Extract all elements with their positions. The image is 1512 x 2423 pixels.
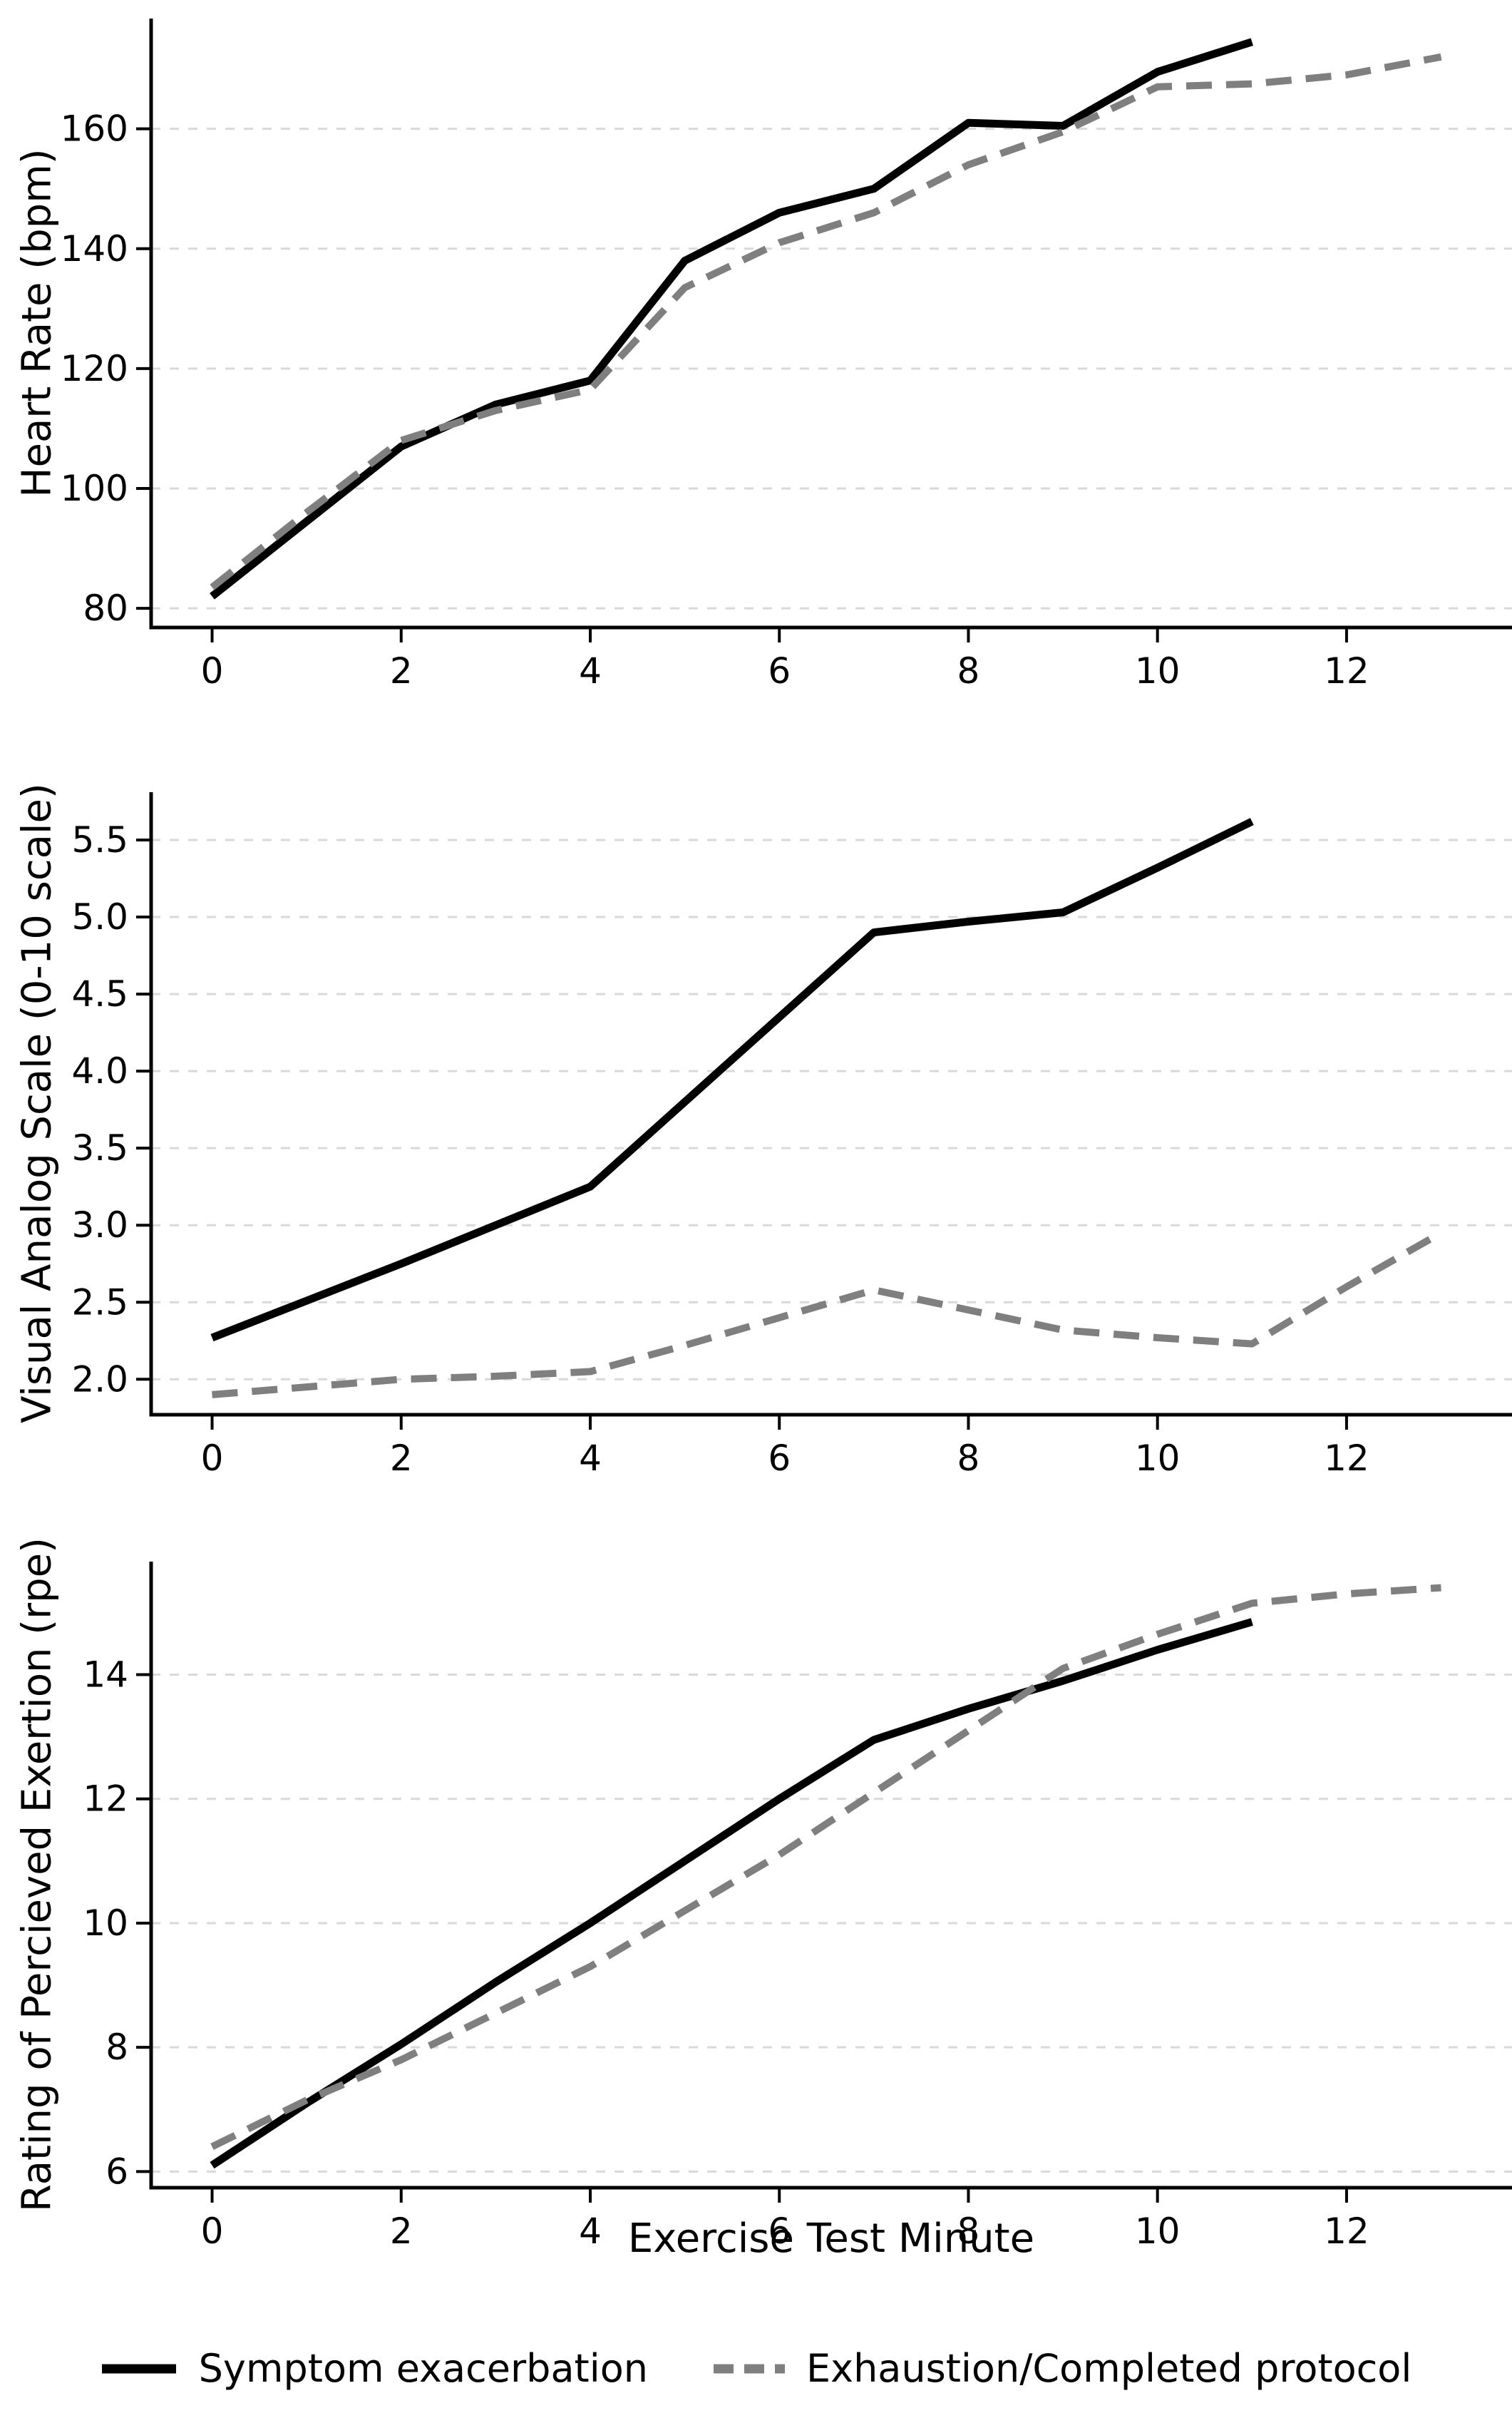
x-tick-label: 10 bbox=[1135, 1438, 1181, 1479]
y-tick-label: 2.5 bbox=[71, 1281, 128, 1323]
x-tick-label: 4 bbox=[579, 1438, 602, 1479]
x-tick-label: 2 bbox=[390, 650, 413, 692]
x-tick-label: 12 bbox=[1324, 2211, 1369, 2252]
x-tick-label: 12 bbox=[1324, 650, 1369, 692]
y-tick-label: 6 bbox=[106, 2151, 128, 2192]
series-line-symptom-exacerbation-chart-0 bbox=[210, 38, 1253, 600]
x-tick-label: 4 bbox=[579, 2211, 602, 2252]
x-tick-label: 8 bbox=[957, 2211, 980, 2252]
x-tick-label: 4 bbox=[579, 650, 602, 692]
legend: Symptom exacerbation Exhaustion/Complete… bbox=[0, 2346, 1512, 2391]
x-tick-label: 2 bbox=[390, 2211, 413, 2252]
dashed-line-swatch-icon bbox=[714, 2364, 785, 2373]
y-tick-label: 10 bbox=[83, 1902, 128, 1944]
legend-label-exhaustion-completed-protocol: Exhaustion/Completed protocol bbox=[806, 2346, 1412, 2391]
y-axis-label-rpe: Rating of Percieved Exertion (rpe) bbox=[14, 1537, 61, 2212]
x-axis-label: Exercise Test Minute bbox=[627, 2215, 1035, 2262]
y-tick-label: 12 bbox=[83, 1778, 128, 1820]
y-tick-label: 140 bbox=[61, 228, 128, 270]
legend-item-exhaustion-completed-protocol: Exhaustion/Completed protocol bbox=[714, 2346, 1411, 2391]
x-tick-label: 8 bbox=[957, 650, 980, 692]
y-axis-label-visual-analog-scale: Visual Analog Scale (0-10 scale) bbox=[14, 783, 61, 1423]
series-line-symptom-exacerbation-chart-1 bbox=[210, 818, 1254, 1342]
x-tick-label: 6 bbox=[768, 2211, 791, 2252]
x-tick-label: 0 bbox=[201, 1438, 224, 1479]
y-tick-label: 160 bbox=[61, 108, 128, 150]
series-line-exhaustion-completed-protocol-chart-0 bbox=[210, 53, 1442, 590]
y-tick-label: 3.5 bbox=[71, 1127, 128, 1169]
y-tick-label: 80 bbox=[83, 588, 128, 629]
x-tick-label: 6 bbox=[768, 1438, 791, 1479]
x-tick-label: 8 bbox=[957, 1438, 980, 1479]
series-line-symptom-exacerbation-chart-2 bbox=[210, 1618, 1253, 2169]
y-tick-label: 8 bbox=[106, 2027, 128, 2068]
legend-item-symptom-exacerbation: Symptom exacerbation bbox=[101, 2346, 648, 2391]
series-line-exhaustion-completed-protocol-chart-2 bbox=[210, 1584, 1441, 2150]
y-axis-label-heart-rate: Heart Rate (bpm) bbox=[14, 148, 61, 498]
series-line-exhaustion-completed-protocol-chart-1 bbox=[212, 1229, 1443, 1398]
y-tick-label: 5.0 bbox=[71, 896, 128, 938]
legend-label-symptom-exacerbation: Symptom exacerbation bbox=[198, 2346, 648, 2391]
x-tick-label: 10 bbox=[1135, 2211, 1181, 2252]
x-tick-label: 0 bbox=[201, 2211, 224, 2252]
y-tick-label: 3.0 bbox=[71, 1204, 128, 1246]
x-tick-label: 12 bbox=[1324, 1438, 1369, 1479]
y-tick-label: 100 bbox=[61, 468, 128, 509]
y-tick-label: 4.0 bbox=[71, 1050, 128, 1092]
y-tick-label: 5.5 bbox=[71, 819, 128, 861]
x-tick-label: 6 bbox=[768, 650, 791, 692]
x-tick-label: 0 bbox=[201, 650, 224, 692]
solid-line-swatch-icon bbox=[101, 2364, 176, 2373]
y-tick-label: 120 bbox=[61, 348, 128, 389]
y-tick-label: 14 bbox=[83, 1654, 128, 1696]
y-tick-label: 2.0 bbox=[71, 1358, 128, 1400]
y-tick-label: 4.5 bbox=[71, 973, 128, 1015]
x-tick-label: 2 bbox=[390, 1438, 413, 1479]
x-tick-label: 10 bbox=[1135, 650, 1181, 692]
